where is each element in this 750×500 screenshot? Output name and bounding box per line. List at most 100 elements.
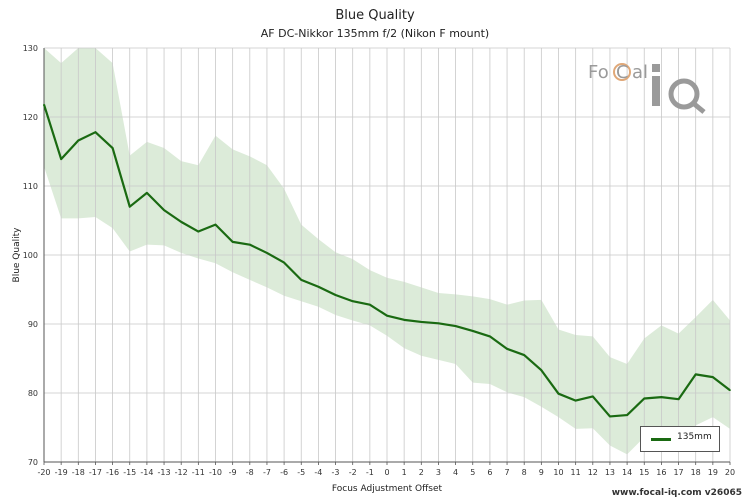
svg-text:C: C xyxy=(616,62,629,83)
x-tick-label: -17 xyxy=(89,468,102,477)
x-axis-label: Focus Adjustment Offset xyxy=(331,484,443,494)
x-tick-label: 3 xyxy=(436,468,441,477)
x-tick-label: 8 xyxy=(522,468,527,477)
data-point xyxy=(283,261,285,264)
svg-text:al: al xyxy=(632,62,648,83)
x-tick-label: -9 xyxy=(229,468,237,477)
data-point xyxy=(369,303,371,306)
x-tick-label: -2 xyxy=(349,468,357,477)
x-tick-label: -8 xyxy=(246,468,254,477)
data-point xyxy=(197,230,200,233)
data-point xyxy=(660,396,663,398)
data-point xyxy=(489,335,491,338)
data-point xyxy=(386,314,388,317)
x-tick-label: -18 xyxy=(72,468,85,477)
legend-label-135mm: 135mm xyxy=(677,432,712,442)
y-tick-label: 90 xyxy=(28,320,38,329)
data-point xyxy=(471,330,474,332)
data-point xyxy=(574,399,577,402)
x-tick-label: -10 xyxy=(209,468,222,477)
x-tick-label: 0 xyxy=(384,468,389,477)
x-tick-label: 10 xyxy=(553,468,563,477)
data-point xyxy=(523,354,525,356)
data-point xyxy=(60,158,62,160)
data-point xyxy=(729,389,731,392)
data-point xyxy=(540,369,543,372)
data-point xyxy=(214,223,217,226)
x-tick-label: -14 xyxy=(140,468,153,477)
data-point xyxy=(626,414,628,416)
x-tick-label: 4 xyxy=(453,468,458,477)
x-tick-label: 16 xyxy=(656,468,666,477)
y-tick-label: 120 xyxy=(23,113,38,122)
data-point xyxy=(643,397,646,400)
data-point xyxy=(77,139,80,142)
focal-iq-logo: Fo C al xyxy=(588,58,718,118)
data-point xyxy=(231,241,234,243)
data-point xyxy=(351,300,354,303)
data-point xyxy=(694,373,697,376)
footer-credit: www.focal-iq.com v26065 xyxy=(611,488,742,498)
x-tick-label: 5 xyxy=(470,468,475,477)
x-tick-label: -15 xyxy=(123,468,136,477)
x-tick-label: 1 xyxy=(402,468,407,477)
data-point xyxy=(420,321,423,323)
data-point xyxy=(437,322,440,325)
x-tick-label: 6 xyxy=(487,468,492,477)
x-tick-label: 13 xyxy=(605,468,615,477)
x-tick-label: 12 xyxy=(588,468,598,477)
x-tick-label: -1 xyxy=(366,468,374,477)
x-tick-label: 11 xyxy=(571,468,581,477)
chart-subtitle: AF DC-Nikkor 135mm f/2 (Nikon F mount) xyxy=(260,27,490,40)
data-point xyxy=(128,205,131,208)
x-tick-label: 19 xyxy=(708,468,718,477)
legend: 135mm xyxy=(640,426,720,452)
y-tick-label: 110 xyxy=(23,182,38,191)
data-point xyxy=(592,395,594,398)
data-point xyxy=(506,348,508,350)
data-point xyxy=(317,285,320,288)
data-point xyxy=(300,279,303,281)
x-tick-label: -12 xyxy=(175,468,188,477)
data-point xyxy=(609,415,611,418)
x-tick-label: -5 xyxy=(297,468,305,477)
x-tick-label: -16 xyxy=(106,468,119,477)
x-tick-label: -11 xyxy=(192,468,205,477)
svg-text:Fo: Fo xyxy=(588,62,609,83)
data-point xyxy=(266,252,268,254)
data-point xyxy=(163,209,165,211)
x-tick-label: -7 xyxy=(263,468,271,477)
chart-title: Blue Quality xyxy=(335,8,415,23)
x-tick-label: 9 xyxy=(539,468,544,477)
data-point xyxy=(146,192,148,194)
x-tick-label: -3 xyxy=(332,468,340,477)
data-point xyxy=(94,131,97,133)
x-tick-label: -4 xyxy=(314,468,322,477)
data-point xyxy=(111,147,114,149)
y-tick-label: 130 xyxy=(23,44,38,53)
y-tick-label: 100 xyxy=(23,251,38,260)
data-point xyxy=(677,398,680,401)
y-tick-label: 80 xyxy=(28,389,38,398)
data-point xyxy=(454,325,457,327)
data-point xyxy=(334,294,337,296)
y-axis-label: Blue Quality xyxy=(12,227,22,283)
data-point xyxy=(43,103,45,106)
x-tick-label: 15 xyxy=(639,468,649,477)
x-tick-label: 14 xyxy=(622,468,632,477)
x-tick-label: 2 xyxy=(419,468,424,477)
data-point xyxy=(712,376,714,378)
x-tick-label: -19 xyxy=(55,468,68,477)
x-tick-label: 20 xyxy=(725,468,735,477)
data-point xyxy=(249,243,251,246)
x-tick-label: -13 xyxy=(158,468,171,477)
x-tick-label: 18 xyxy=(691,468,701,477)
data-point xyxy=(557,392,560,395)
data-point xyxy=(180,221,182,223)
x-tick-label: -20 xyxy=(37,468,50,477)
legend-swatch-135mm xyxy=(651,438,671,441)
data-point xyxy=(403,319,405,321)
x-tick-label: 17 xyxy=(673,468,683,477)
x-tick-label: -6 xyxy=(280,468,288,477)
